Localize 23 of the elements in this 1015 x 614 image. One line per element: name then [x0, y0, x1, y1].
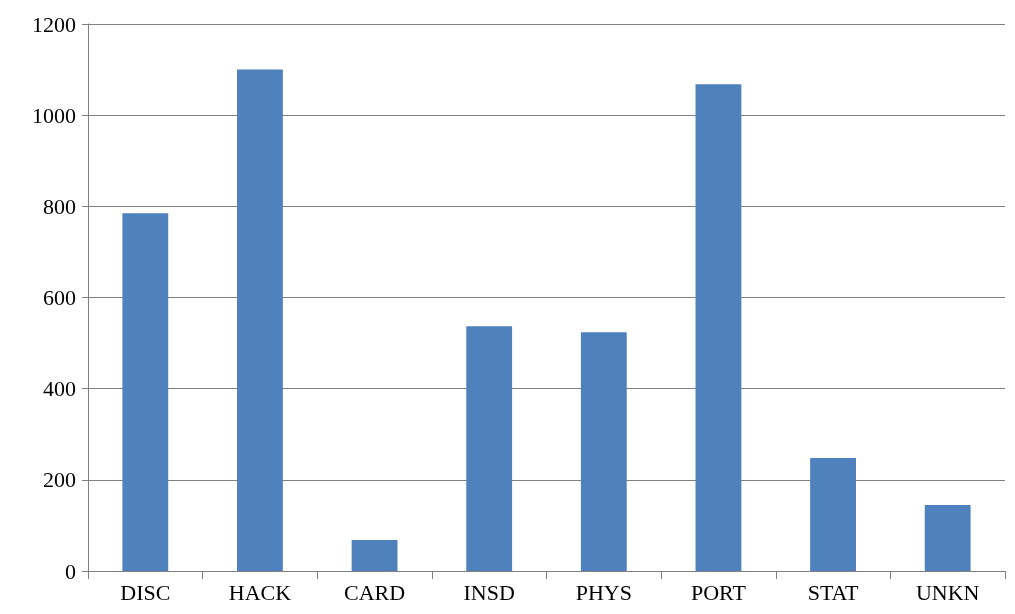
x-tick-label: PHYS [575, 579, 632, 605]
bar [237, 69, 283, 571]
bar [351, 540, 398, 571]
bar [466, 326, 513, 571]
x-tick-label: INSD [463, 579, 515, 605]
bar [924, 504, 971, 571]
y-tick-label: 1000 [32, 102, 76, 128]
y-tick-label: 200 [43, 467, 76, 493]
x-tick-label: HACK [228, 579, 292, 605]
x-tick-label: STAT [807, 579, 860, 605]
y-tick-label: 600 [43, 285, 76, 310]
x-tick-label: PORT [690, 579, 747, 605]
x-tick-label: UNKN [915, 579, 980, 605]
y-tick-label: 1200 [32, 11, 76, 37]
x-tick-label: DISC [120, 579, 171, 605]
y-tick-label: 0 [65, 558, 76, 584]
x-tick-label: CARD [344, 579, 406, 605]
y-tick-label: 800 [43, 193, 76, 219]
bar [695, 84, 742, 571]
y-tick-label: 400 [43, 376, 76, 402]
bar [580, 332, 627, 571]
bar [810, 457, 856, 571]
bar [122, 213, 169, 571]
